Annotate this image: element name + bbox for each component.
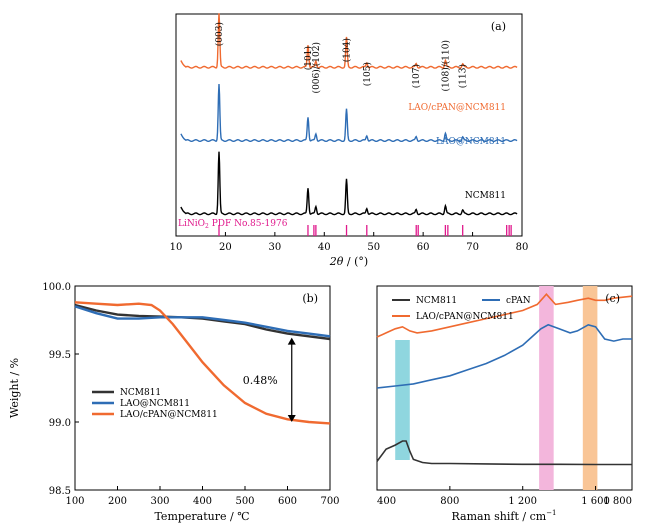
panel-a-xlabel: 2θ / (°) — [329, 255, 368, 268]
b-xtick-label-600: 600 — [278, 496, 297, 507]
peak-label-2: (006)/(102) — [311, 42, 322, 93]
peak-label-3: (104) — [342, 38, 353, 62]
xtick-label-60: 60 — [417, 242, 430, 253]
xrd-curve-0 — [180, 13, 518, 69]
panel-c-label: (c) — [605, 292, 620, 305]
highlight-band-0 — [395, 340, 410, 460]
c-xtick-label-1800: 1 800 — [603, 496, 632, 507]
panel-b-annotation: 0.48% — [243, 337, 296, 422]
panel-b-ticks: 100 200 300 400 500 600 700 98.5 99.0 99.5 100.0 — [42, 282, 339, 507]
xtick-label-80: 80 — [516, 242, 529, 253]
panel-a-label: (a) — [491, 20, 506, 33]
b-ytick-label-98.5: 98.5 — [49, 486, 71, 497]
peak-label-4: (105) — [362, 62, 373, 86]
b-ytick-label-100.0: 100.0 — [42, 282, 71, 293]
highlight-band-1 — [539, 286, 554, 490]
b-ytick-label-99.0: 99.0 — [49, 418, 71, 429]
panel-a-frame — [175, 13, 523, 237]
panel-a-reference-label: LiNiO2 PDF No.85-1976 — [178, 219, 288, 230]
b-xtick-label-500: 500 — [235, 496, 254, 507]
c-xtick-label-400: 400 — [377, 496, 396, 507]
raman-curve-2 — [376, 292, 633, 338]
panel-b-series — [74, 301, 331, 425]
b-legend-label-0: NCM811 — [120, 388, 161, 398]
xrd-curve-2 — [180, 151, 518, 216]
b-xtick-label-200: 200 — [108, 496, 127, 507]
xtick-label-30: 30 — [268, 242, 281, 253]
peak-label-7: (113) — [458, 64, 469, 88]
panel-a-reference-lines — [218, 225, 512, 236]
panel-a-x-ticks: 10 20 30 40 50 60 70 80 — [170, 232, 529, 253]
xtick-label-50: 50 — [367, 242, 380, 253]
annotation-text: 0.48% — [243, 374, 278, 387]
panel-b-ylabel: Weight / % — [8, 358, 21, 418]
b-legend-label-2: LAO/cPAN@NCM811 — [120, 410, 218, 420]
panel-a-series — [180, 13, 518, 216]
panel-b-xlabel: Temperature / ℃ — [154, 510, 249, 523]
tga-curve-1 — [74, 305, 331, 338]
raman-curve-0 — [376, 440, 632, 466]
tga-curve-0 — [74, 303, 331, 341]
c-legend-label-0: NCM811 — [416, 296, 457, 306]
annotation-arrow-head-bottom — [287, 415, 296, 422]
c-xtick-label-1200: 1 200 — [508, 496, 537, 507]
c-legend-label-2: LAO/cPAN@NCM811 — [416, 312, 514, 322]
annotation-arrow-head-top — [287, 337, 296, 345]
panel-a: (003) (101)(006)/(102) (104) (105) (107) (108… — [170, 13, 529, 268]
tga-curve-2 — [74, 301, 331, 425]
xtick-label-20: 20 — [219, 242, 232, 253]
panel-a-series-label-lao: LAO@NCM811 — [436, 137, 506, 147]
panel-c-legend: NCM811 cPAN LAO/cPAN@NCM811 — [392, 296, 531, 322]
b-xtick-label-100: 100 — [65, 496, 84, 507]
peak-label-0: (003) — [214, 22, 225, 46]
xtick-label-10: 10 — [170, 242, 183, 253]
panel-c-series — [376, 292, 633, 466]
panel-b: 100 200 300 400 500 600 700 98.5 99.0 99.5 100.0 0… — [8, 282, 340, 523]
panel-a-series-label-ncm: NCM811 — [465, 191, 506, 201]
panel-b-label: (b) — [302, 292, 318, 305]
b-xtick-label-300: 300 — [150, 496, 169, 507]
panel-c-xlabel: Raman shift / cm−1 — [451, 509, 556, 523]
xtick-label-70: 70 — [466, 242, 479, 253]
raman-curve-1 — [376, 323, 632, 389]
xtick-label-40: 40 — [318, 242, 331, 253]
b-xtick-label-700: 700 — [320, 496, 339, 507]
highlight-band-2 — [582, 286, 598, 490]
b-legend-label-1: LAO@NCM811 — [120, 399, 190, 409]
b-ytick-label-99.5: 99.5 — [49, 350, 71, 361]
c-xtick-label-1600: 1 600 — [581, 496, 610, 507]
c-xtick-label-800: 800 — [440, 496, 459, 507]
peak-label-6: (108)/(110) — [440, 40, 451, 91]
peak-label-1: (101) — [303, 46, 314, 70]
panel-a-series-label-laocpan: LAO/cPAN@NCM811 — [408, 103, 506, 113]
panel-c-highlight-bands — [395, 286, 598, 490]
peak-label-5: (107) — [411, 64, 422, 88]
c-legend-label-1: cPAN — [506, 296, 531, 306]
xrd-curve-1 — [180, 83, 518, 143]
b-xtick-label-400: 400 — [193, 496, 212, 507]
panel-a-peak-labels: (003) (101)(006)/(102) (104) (105) (107) (108… — [214, 22, 469, 93]
